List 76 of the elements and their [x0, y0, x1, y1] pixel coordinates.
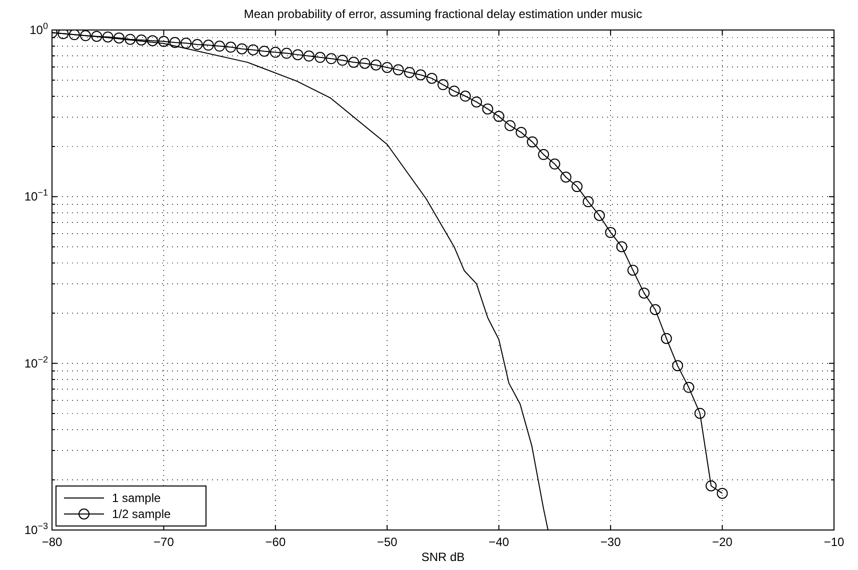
x-tick-label: −20 [712, 535, 733, 549]
x-tick-label: −70 [154, 535, 174, 549]
point [270, 46, 281, 58]
y-tick-label: 10$^{−2}$ [24, 354, 48, 370]
point [627, 264, 638, 276]
legend-label: 1/2 sample [112, 507, 172, 521]
x-tick-label: −30 [600, 535, 622, 549]
point [202, 40, 214, 51]
point [91, 30, 102, 42]
point [348, 56, 360, 68]
point [415, 69, 426, 80]
point [147, 35, 158, 46]
point [538, 149, 550, 160]
point [136, 34, 147, 46]
point [493, 110, 504, 122]
point [526, 136, 538, 148]
point [482, 103, 494, 114]
y-tick-label: 10$^{−1}$ [24, 188, 48, 204]
point [638, 288, 650, 299]
point [281, 48, 292, 59]
point [706, 480, 717, 492]
point [102, 31, 114, 42]
point [616, 241, 628, 252]
point [58, 30, 69, 40]
point [650, 304, 661, 316]
x-tick-label: −10 [824, 535, 844, 549]
point [158, 36, 170, 47]
point [248, 44, 259, 56]
point [192, 39, 203, 50]
point [448, 86, 460, 97]
point [716, 488, 728, 499]
point [672, 360, 684, 372]
point [225, 42, 236, 53]
point [80, 30, 92, 42]
point [660, 332, 672, 344]
point [605, 226, 616, 238]
point [404, 66, 415, 78]
point [303, 50, 314, 62]
point [382, 62, 393, 73]
point [582, 196, 594, 208]
point [516, 126, 527, 138]
point [180, 38, 192, 49]
point [314, 52, 326, 63]
point [426, 72, 438, 84]
point [560, 172, 572, 183]
x-axis-title: SNR dB [421, 550, 465, 564]
point [504, 120, 516, 132]
point [594, 210, 605, 221]
point [694, 408, 706, 419]
point [370, 59, 382, 70]
point [471, 96, 482, 108]
point [292, 49, 304, 60]
y-tick-label: 10$^{0}$ [30, 21, 48, 37]
chart-title: Mean probability of error, assuming fractional delay estimation under music [244, 7, 642, 21]
point [214, 40, 226, 52]
x-tick-label: −40 [488, 535, 510, 549]
point [68, 30, 80, 40]
point [572, 181, 583, 192]
point [392, 64, 404, 76]
x-tick-label: −80 [42, 535, 62, 549]
x-tick-label: −60 [265, 535, 286, 549]
point [460, 90, 471, 102]
point [359, 58, 370, 69]
point [438, 79, 448, 90]
point [114, 32, 125, 44]
point [236, 43, 248, 54]
y-tick-label: 10$^{−3}$ [24, 521, 48, 537]
point [336, 54, 348, 66]
point [258, 46, 270, 57]
point [124, 34, 136, 45]
point [169, 36, 180, 48]
x-tick-label: −50 [376, 535, 398, 549]
legend-label: 1 sample [112, 491, 162, 505]
point [683, 382, 694, 393]
point [549, 158, 560, 170]
point [326, 53, 337, 64]
